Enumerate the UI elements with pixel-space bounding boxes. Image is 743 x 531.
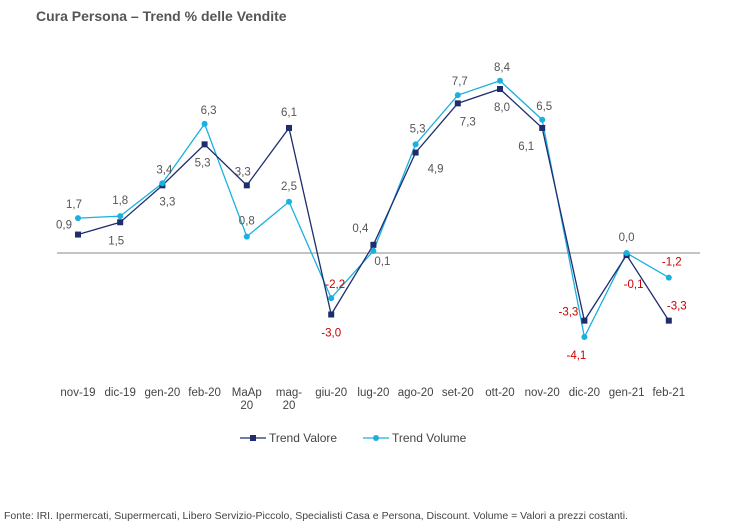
data-label-volume-9: 7,7: [452, 76, 468, 88]
marker-volume-14: [665, 274, 672, 281]
marker-volume-7: [370, 247, 377, 254]
data-label-valore-5: 6,1: [281, 107, 297, 119]
data-label-volume-12: -4,1: [566, 350, 586, 362]
marker-valore-7: [370, 241, 377, 248]
data-label-volume-5: 2,5: [281, 181, 297, 193]
marker-volume-0: [75, 215, 81, 222]
legend-marker-valore: [250, 435, 256, 441]
data-label-valore-0: 0,9: [56, 220, 72, 232]
data-label-valore-9: 7,3: [460, 116, 476, 128]
marker-volume-13: [623, 250, 630, 256]
marker-volume-6: [328, 295, 335, 302]
data-label-valore-2: 3,3: [159, 196, 175, 208]
marker-valore-10: [497, 86, 503, 92]
data-label-volume-1: 1,8: [112, 195, 128, 207]
legend-label-valore: Trend Valore: [269, 431, 337, 445]
marker-volume-1: [117, 213, 124, 220]
legend: Trend Valore Trend Volume: [240, 431, 467, 445]
data-label-valore-4: 3,3: [235, 166, 251, 178]
data-label-volume-10: 8,4: [494, 62, 511, 74]
data-label-valore-3: 5,3: [195, 157, 211, 169]
x-tick-label-5: mag-20: [276, 387, 302, 412]
data-label-valore-6: -3,0: [321, 328, 341, 340]
marker-volume-3: [201, 120, 208, 127]
data-label-volume-13: 0,0: [619, 232, 635, 244]
x-tick-label-7: lug-20: [357, 387, 389, 399]
marker-valore-14: [665, 317, 672, 324]
marker-valore-4: [243, 182, 250, 189]
data-label-valore-7: 0,4: [352, 223, 369, 235]
marker-volume-10: [497, 77, 503, 84]
marker-volume-4: [243, 233, 250, 240]
marker-volume-5: [286, 198, 292, 205]
marker-valore-11: [539, 124, 546, 131]
x-tick-label-13: gen-21: [609, 387, 645, 399]
data-label-valore-1: 1,5: [108, 235, 124, 247]
data-label-volume-8: 5,3: [410, 123, 426, 135]
data-label-volume-14: -1,2: [662, 257, 682, 269]
marker-volume-8: [412, 141, 419, 148]
x-tick-label-3: feb-20: [188, 387, 221, 399]
marker-volume-9: [454, 92, 461, 99]
data-label-volume-4: 0,8: [239, 216, 255, 228]
marker-valore-1: [117, 219, 124, 226]
x-tick-label-2: gen-20: [144, 387, 180, 399]
x-tick-label-12: dic-20: [569, 387, 600, 399]
data-label-valore-8: 4,9: [428, 164, 444, 176]
data-label-volume-0: 1,7: [66, 199, 82, 211]
marker-valore-8: [412, 149, 419, 156]
x-tick-label-14: feb-21: [652, 387, 685, 399]
x-tick-label-8: ago-20: [398, 387, 434, 399]
data-label-valore-11: 6,1: [518, 141, 534, 153]
source-note: Fonte: IRI. Ipermercati, Supermercati, L…: [4, 510, 628, 522]
x-tick-label-4: MaAp 20: [232, 387, 262, 412]
data-label-volume-7: 0,1: [374, 256, 390, 268]
data-label-group: 0,9 1,5 3,3 5,3 3,3 6,1 -3,0 0,4 4,9 7,3 8,0 6,1 -3,…: [56, 62, 687, 362]
legend-marker-volume: [373, 435, 379, 441]
data-label-volume-3: 6,3: [201, 105, 217, 117]
x-tick-label-6: giu-20: [315, 387, 347, 399]
marker-volume-2: [159, 180, 166, 187]
x-tick-label-11: nov-20: [525, 387, 560, 399]
data-label-volume-6: -2,2: [325, 279, 345, 291]
x-tick-label-9: set-20: [442, 387, 474, 399]
legend-label-volume: Trend Volume: [392, 431, 467, 445]
data-label-valore-13: -0,1: [624, 279, 644, 291]
data-label-valore-14: -3,3: [667, 301, 687, 313]
marker-valore-0: [75, 231, 81, 238]
data-label-volume-11: 6,5: [536, 101, 552, 113]
marker-valore-12: [581, 317, 588, 324]
x-tick-group: nov-19 dic-19 gen-20 feb-20 MaAp 20 mag-20 giu-…: [60, 387, 685, 412]
data-label-valore-12: -3,3: [558, 307, 578, 319]
marker-volume-12: [581, 334, 588, 341]
data-label-volume-2: 3,4: [156, 164, 173, 176]
marker-valore-3: [201, 141, 208, 148]
x-tick-label-10: ott-20: [485, 387, 514, 399]
marker-group: [75, 77, 672, 341]
marker-volume-11: [539, 116, 546, 123]
marker-valore-9: [454, 100, 461, 107]
x-tick-label-1: dic-19: [105, 387, 136, 399]
marker-valore-6: [328, 311, 335, 318]
marker-valore-5: [286, 124, 292, 131]
x-tick-label-0: nov-19: [60, 387, 95, 399]
chart-title: Cura Persona – Trend % delle Vendite: [36, 8, 287, 24]
data-label-valore-10: 8,0: [494, 102, 510, 114]
